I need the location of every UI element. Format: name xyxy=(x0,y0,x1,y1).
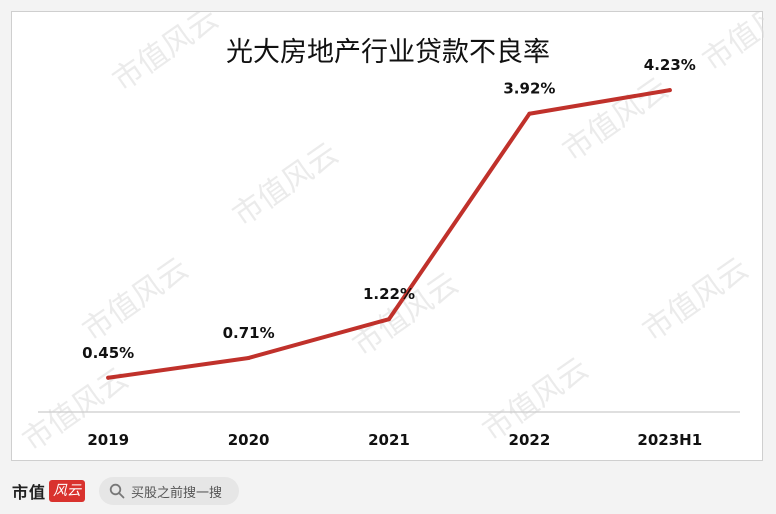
x-tick-label: 2023H1 xyxy=(637,431,702,449)
brand-text: 市值 xyxy=(12,483,47,502)
data-label: 4.23% xyxy=(644,56,696,74)
search-box[interactable]: 买股之前搜一搜 xyxy=(99,477,239,505)
watermark-text: 市值风云 xyxy=(557,71,675,168)
footer-bar: 市值 风云 买股之前搜一搜 xyxy=(0,470,776,514)
data-label: 0.45% xyxy=(82,344,134,362)
x-tick-label: 2020 xyxy=(228,431,270,449)
search-placeholder: 买股之前搜一搜 xyxy=(131,485,223,501)
x-tick-labels: 2019 2020 2021 2022 2023H1 xyxy=(87,431,702,449)
data-label: 0.71% xyxy=(223,324,275,342)
brand-logo: 市值 风云 xyxy=(12,478,86,504)
watermark-text: 市值风云 xyxy=(697,12,764,79)
data-point xyxy=(667,88,672,93)
watermark-text: 市值风云 xyxy=(637,251,755,348)
data-point xyxy=(106,375,111,380)
watermark-text: 市值风云 xyxy=(227,136,345,233)
data-label: 3.92% xyxy=(503,80,555,98)
chart-card: 市值风云 市值风云 市值风云 市值风云 市值风云 市值风云 市值风云 市值风云 市值风云 光大房… xyxy=(11,11,764,461)
brand-badge: 风云 xyxy=(49,480,86,502)
search-icon xyxy=(109,483,125,499)
labels-layer: 0.45% 0.71% 1.22% 3.92% 4.23% xyxy=(82,56,696,380)
watermark-text: 市值风云 xyxy=(347,266,465,363)
data-point xyxy=(246,355,251,360)
data-point xyxy=(387,317,391,322)
x-tick-label: 2019 xyxy=(87,431,129,449)
x-tick-label: 2022 xyxy=(509,431,551,449)
watermark-text: 市值风云 xyxy=(77,251,195,348)
x-tick-label: 2021 xyxy=(368,431,410,449)
data-point xyxy=(527,111,532,116)
watermark-text: 市值风云 xyxy=(107,12,225,99)
data-label: 1.22% xyxy=(363,285,415,303)
chart-title: 光大房地产行业贷款不良率 xyxy=(226,37,550,68)
